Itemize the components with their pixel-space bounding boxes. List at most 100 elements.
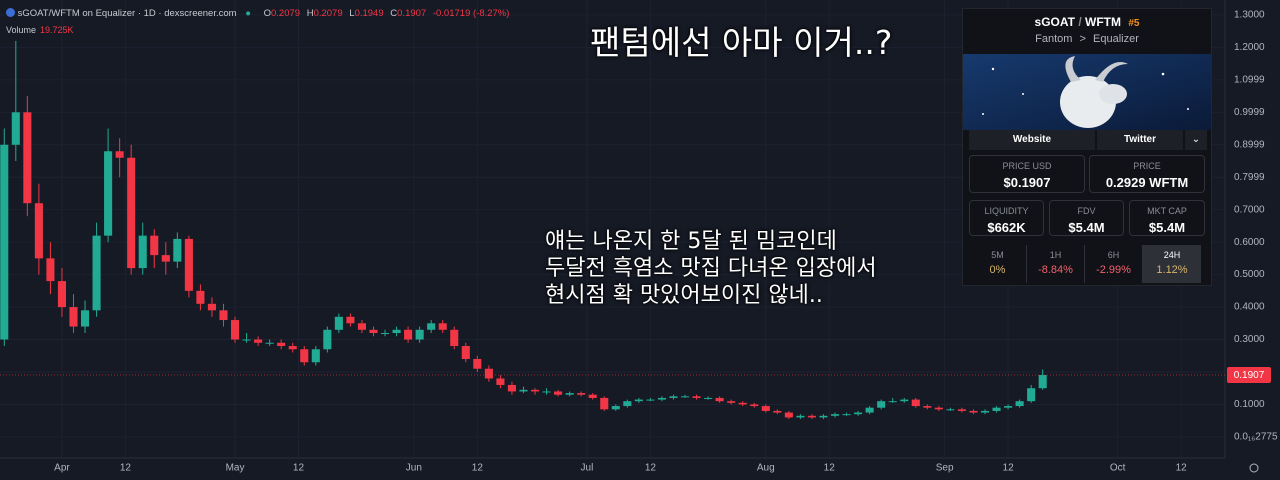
chain[interactable]: Fantom — [1035, 33, 1073, 45]
candle-body — [784, 412, 793, 418]
candle-body — [1004, 406, 1013, 408]
twitter-button[interactable]: Twitter — [1097, 130, 1183, 150]
candle-body — [311, 349, 320, 363]
candle-body — [11, 112, 20, 145]
candle-body — [404, 329, 413, 340]
candle-body — [323, 329, 332, 350]
candle-body — [530, 389, 540, 392]
candle-body — [796, 415, 805, 418]
tab-value: 1.12% — [1156, 264, 1188, 276]
candle-body — [577, 393, 586, 395]
candle-body — [1015, 401, 1024, 407]
ohlc-value: 0.1907 — [397, 8, 427, 19]
candle-body — [830, 414, 840, 416]
tab-label: 5M — [991, 250, 1004, 260]
quote-token: WFTM — [1085, 15, 1121, 29]
candle-body — [23, 112, 32, 204]
candle-body — [877, 401, 886, 408]
candle-body — [819, 415, 828, 418]
y-tick-label: 0.7999 — [1234, 172, 1265, 183]
candle-body — [646, 399, 655, 401]
stat-box: FDV $5.4M — [1049, 200, 1124, 236]
tab-value: -2.99% — [1096, 264, 1131, 276]
ohlc-key: C — [390, 8, 398, 19]
candle-body — [450, 329, 459, 347]
ohlc-value: 0.1949 — [354, 8, 384, 19]
candle-body — [807, 415, 816, 418]
stat-box: MKT CAP $5.4M — [1129, 200, 1205, 236]
candle-body — [923, 406, 932, 408]
x-tick-label: Jul — [581, 463, 594, 474]
candle-body — [496, 378, 505, 385]
x-tick-label: 12 — [824, 463, 836, 474]
candle-body — [623, 401, 632, 407]
candle-body — [415, 329, 424, 340]
candle-body — [427, 323, 436, 330]
candle-body — [334, 316, 343, 330]
y-tick-label: 1.3000 — [1234, 10, 1265, 21]
chart-title: sGOAT/WFTM on Equalizer · 1D · dexscreen… — [17, 8, 237, 19]
y-tick-label: 1.2000 — [1234, 42, 1265, 53]
x-tick-label: Oct — [1110, 463, 1126, 474]
candle-body — [346, 316, 355, 324]
overlay-line: 두달전 흑염소 맛집 다녀온 입장에서 — [545, 256, 877, 281]
candle-body — [161, 255, 170, 262]
change-tab[interactable]: 1H -8.84% — [1027, 245, 1085, 283]
candle-body — [738, 402, 747, 405]
stat-label: PRICE USD — [1002, 161, 1052, 171]
candle-body — [242, 339, 251, 341]
base-token: sGOAT — [1034, 15, 1075, 29]
stat-value: $5.4M — [1068, 220, 1105, 235]
candle-body — [761, 406, 770, 411]
tab-label: 1H — [1049, 250, 1062, 260]
settings-icon[interactable] — [1249, 463, 1259, 473]
stat-value: $0.1907 — [1003, 175, 1051, 190]
stat-value: $5.4M — [1148, 220, 1186, 235]
ohlc-key: L — [349, 8, 355, 19]
overlay-text: 얘는 나온지 한 5달 된 밈코인데 두달전 흑염소 맛집 다녀온 입장에서 현… — [545, 228, 877, 309]
rank: #5 — [1128, 18, 1140, 29]
tab-label: 6H — [1107, 250, 1120, 260]
candle-body — [80, 310, 90, 327]
stat-box: PRICE USD $0.1907 — [969, 155, 1085, 193]
tab-label: 24H — [1163, 250, 1181, 260]
candle-body — [34, 203, 43, 259]
volume-label: Volume — [6, 25, 37, 35]
change-tab[interactable]: 5M 0% — [969, 245, 1027, 283]
overlay-line: 얘는 나온지 한 5달 된 밈코인데 — [545, 229, 837, 254]
x-tick-label: 12 — [120, 463, 132, 474]
candle-body — [57, 281, 66, 308]
dex[interactable]: Equalizer — [1093, 33, 1139, 45]
stat-box: LIQUIDITY $662K — [969, 200, 1044, 236]
more-button[interactable]: ⌄ — [1185, 130, 1207, 150]
slash: / — [1078, 15, 1082, 29]
y-tick-label: 0.0₁₆2775 — [1234, 432, 1278, 443]
candle-body — [980, 410, 990, 413]
candle-body — [461, 346, 470, 359]
candle-body — [484, 368, 493, 379]
change-tab[interactable]: 6H -2.99% — [1085, 245, 1143, 283]
stat-value: 0.2929 WFTM — [1105, 175, 1189, 190]
y-tick-label: 0.6000 — [1234, 237, 1265, 248]
overlay-headline: 팬텀에선 아마 이거..? — [590, 23, 893, 62]
candle-body — [127, 157, 136, 269]
dot: ● — [245, 8, 251, 19]
y-tick-label: 0.1000 — [1234, 399, 1265, 410]
candle-body — [230, 320, 240, 340]
stat-box: PRICE 0.2929 WFTM — [1089, 155, 1205, 193]
candle-body — [207, 303, 216, 311]
candle-body — [934, 407, 943, 410]
candle-body — [69, 307, 78, 327]
stat-label: MKT CAP — [1147, 206, 1187, 216]
chain-line: Fantom > Equalizer — [963, 33, 1211, 45]
token-panel: sGOAT / WFTM #5 Fantom > Equalizer Websi… — [962, 8, 1212, 286]
y-tick-label: 0.8999 — [1234, 139, 1265, 150]
candle-body — [138, 235, 147, 269]
change-tab[interactable]: 24H 1.12% — [1143, 245, 1201, 283]
tab-value: -8.84% — [1038, 264, 1073, 276]
chart-header: sGOAT/WFTM on Equalizer · 1D · dexscreen… — [6, 8, 509, 19]
candle-body — [392, 329, 401, 334]
website-button[interactable]: Website — [969, 130, 1095, 150]
candle-body — [773, 410, 782, 413]
candle-body — [519, 389, 528, 392]
